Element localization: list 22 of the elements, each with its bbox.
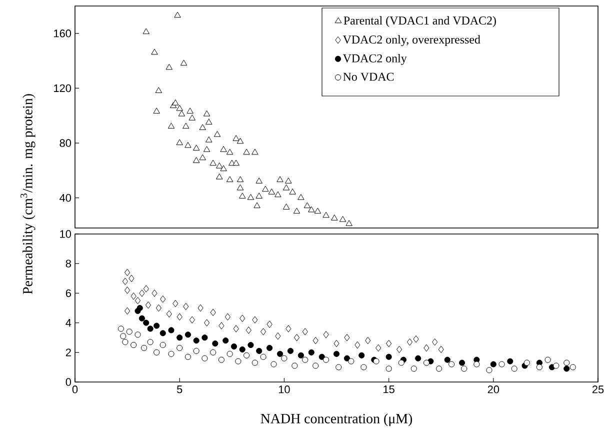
legend-label: No VDAC: [343, 72, 394, 81]
y-axis-title: Permeability (cm$^{3}$/min. mg protein): [20, 94, 36, 294]
x-tick-label: 20: [488, 386, 500, 394]
x-axis-title: NADH concentration (μM): [260, 414, 412, 426]
y-tick-label: 4: [66, 319, 72, 327]
y-tick-label: 40: [60, 194, 72, 202]
legend-label: VDAC2 only: [342, 54, 407, 65]
y-tick-label: 120: [54, 84, 72, 92]
x-tick-label: 15: [384, 386, 394, 394]
y-tick-label: 10: [60, 230, 72, 238]
y-tick-label: 160: [54, 30, 72, 38]
y-tick-label: 0: [66, 378, 72, 386]
x-tick-label: 0: [72, 386, 78, 394]
y-tick-label: 80: [60, 139, 72, 147]
legend-label: VDAC2 only, overexpressed: [342, 35, 480, 46]
legend-label: Parental (VDAC1 and VDAC2): [344, 16, 496, 28]
y-tick-label: 6: [66, 289, 71, 298]
x-tick-label: 5: [176, 386, 182, 394]
y-tick-label: 2: [66, 348, 71, 356]
x-tick-label: 25: [592, 386, 604, 394]
x-tick-label: 10: [278, 386, 290, 394]
y-tick-label: 8: [66, 260, 71, 268]
